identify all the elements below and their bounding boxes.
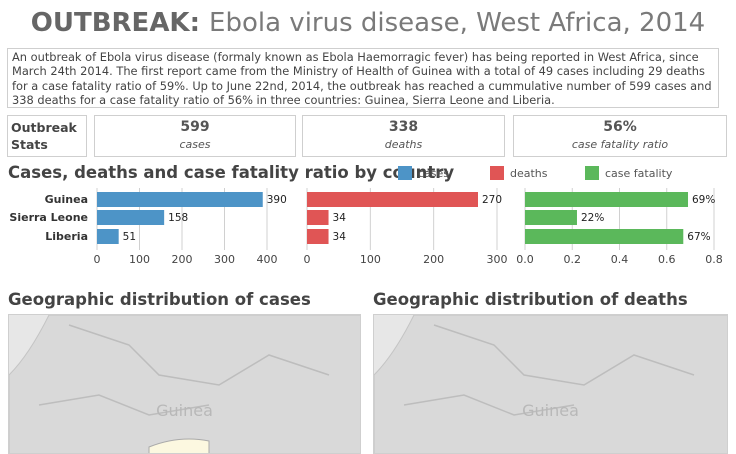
map-border-line [38,394,210,416]
stat-cfr: 56% case fatality ratio [513,115,727,157]
data-label: 67% [687,231,710,243]
page-title: OUTBREAK: Ebola virus disease, West Afri… [0,8,736,38]
data-label: 34 [333,231,347,243]
map-cases-country-label: Guinea [156,401,213,420]
legend-swatch [585,166,599,180]
category-label: Sierra Leone [9,211,88,224]
bar-chart: Guinea Sierra Leone Liberia 0 100 200 300 400 39… [9,166,723,266]
title-bold: OUTBREAK: [30,8,200,38]
tick-label: 200 [172,253,193,266]
map-cases-shapes [9,315,360,453]
outbreak-stats-label: Outbreak Stats [7,115,87,157]
data-label: 158 [168,212,188,224]
tick-label: 0.8 [705,253,723,266]
intro-text: An outbreak of Ebola virus disease (form… [7,48,719,108]
tick-label: 300 [214,253,235,266]
legend-label: deaths [510,167,548,180]
legend-swatch [398,166,412,180]
tick-label: 0.6 [658,253,676,266]
data-label: 34 [333,212,347,224]
bar-2-2 [525,229,684,244]
bar-0-0 [97,192,263,207]
map-cases[interactable]: Guinea [8,314,361,454]
stat-deaths-label: deaths [384,138,423,151]
data-label: 390 [267,194,287,206]
tick-label: 100 [360,253,381,266]
map-border-line [68,324,330,386]
data-label: 22% [581,212,604,224]
map-land-region [374,315,727,453]
title-rest: Ebola virus disease, West Africa, 2014 [209,8,706,38]
stat-cases: 599 cases [94,115,296,157]
data-label: 270 [482,194,502,206]
map-land-region [9,315,360,453]
stat-cfr-value: 56% [603,119,637,135]
stat-cases-value: 599 [180,119,210,135]
data-label: 69% [692,194,715,206]
category-label: Liberia [45,230,88,243]
stat-deaths-value: 338 [388,119,419,135]
map-highlight-region [148,438,210,453]
bar-1-1 [307,210,329,225]
data-label: 51 [123,231,136,243]
category-label: Guinea [45,193,88,206]
chart-section-title: Cases, deaths and case fatality ratio by… [8,163,455,182]
legend-swatch [490,166,504,180]
tick-label: 0 [94,253,101,266]
tick-label: 300 [487,253,508,266]
legend-label: cases [418,167,449,180]
legend-label: case fatality [605,167,673,180]
map-deaths-title: Geographic distribution of deaths [373,290,688,309]
bar-1-2 [307,229,329,244]
map-border-line [403,394,575,416]
tick-label: 400 [257,253,278,266]
bar-0-2 [97,229,119,244]
map-deaths-country-label: Guinea [522,401,579,420]
bar-2-0 [525,192,689,207]
tick-label: 0.0 [516,253,534,266]
bar-1-0 [307,192,478,207]
bar-2-1 [525,210,577,225]
stat-cases-label: cases [179,138,211,151]
tick-label: 0.2 [564,253,582,266]
map-border-line [433,324,695,386]
bar-0-1 [97,210,165,225]
stat-cfr-label: case fatality ratio [571,138,669,151]
stat-deaths: 338 deaths [302,115,505,157]
tick-label: 200 [423,253,444,266]
tick-label: 100 [129,253,150,266]
tick-label: 0 [304,253,311,266]
map-cases-title: Geographic distribution of cases [8,290,311,309]
map-deaths-shapes [374,315,727,453]
tick-label: 0.4 [611,253,629,266]
map-deaths[interactable]: Guinea [373,314,728,454]
